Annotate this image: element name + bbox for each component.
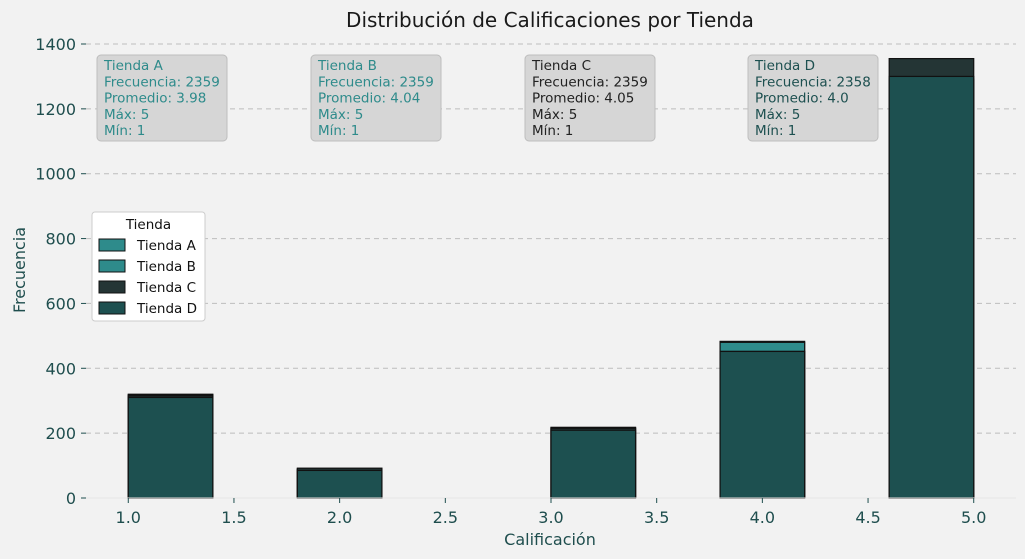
- y-tick-label: 800: [45, 230, 76, 249]
- y-axis-label: Frecuencia: [10, 227, 29, 313]
- bars: [127, 57, 975, 499]
- stat-line: Máx: 5: [755, 107, 800, 123]
- bar-tienda-d-bin-1: [127, 396, 214, 499]
- y-tick-label: 600: [45, 294, 76, 313]
- legend-swatch: [98, 259, 126, 273]
- legend-swatch: [98, 238, 126, 252]
- legend-swatch: [98, 301, 126, 315]
- stat-line: Mín: 1: [755, 123, 796, 139]
- x-tick-label: 4.0: [750, 508, 775, 527]
- stat-line: Frecuencia: 2359: [104, 74, 220, 90]
- legend-entry: Tienda B: [136, 259, 196, 275]
- chart-title: Distribución de Calificaciones por Tiend…: [346, 8, 754, 32]
- x-tick-label: 3.5: [644, 508, 669, 527]
- legend-entry: Tienda A: [136, 238, 197, 254]
- y-tick-label: 400: [45, 359, 76, 378]
- x-tick-label: 4.5: [855, 508, 880, 527]
- stat-line: Máx: 5: [532, 107, 577, 123]
- stat-line: Promedio: 4.05: [532, 91, 634, 107]
- stat-line: Frecuencia: 2359: [532, 74, 648, 90]
- stat-line: Promedio: 4.0: [755, 91, 849, 107]
- legend-entry: Tienda C: [136, 280, 196, 296]
- x-tick-label: 2.0: [327, 508, 352, 527]
- stat-line: Mín: 1: [532, 123, 573, 139]
- y-tick-label: 1400: [35, 35, 76, 54]
- stat-line: Frecuencia: 2358: [755, 74, 871, 90]
- stat-line: Tienda A: [103, 58, 164, 74]
- bar-tienda-d-bin-3: [550, 429, 637, 499]
- bar-tienda-d-bin-5: [888, 75, 975, 499]
- stat-line: Máx: 5: [318, 107, 363, 123]
- stat-line: Tienda C: [531, 58, 591, 74]
- legend-swatch: [98, 280, 126, 294]
- y-tick-label: 200: [45, 424, 76, 443]
- stat-line: Tienda B: [317, 58, 377, 74]
- stat-line: Máx: 5: [104, 107, 149, 123]
- x-tick-label: 1.0: [116, 508, 141, 527]
- stat-line: Mín: 1: [104, 123, 145, 139]
- stat-line: Promedio: 3.98: [104, 91, 206, 107]
- stat-box-bg: [310, 54, 442, 142]
- stat-box-bg: [747, 54, 879, 142]
- y-tick-label: 1000: [35, 165, 76, 184]
- stat-box-bg: [96, 54, 228, 142]
- bar-tienda-d-bin-2: [296, 469, 383, 499]
- legend-title: Tienda: [125, 217, 171, 233]
- legend-entry: Tienda D: [136, 301, 197, 317]
- stat-line: Promedio: 4.04: [318, 91, 420, 107]
- stat-line: Frecuencia: 2359: [318, 74, 434, 90]
- stat-line: Tienda D: [754, 58, 815, 74]
- legend: Tienda Tienda A Tienda B Tienda C Tienda D: [91, 211, 206, 322]
- stat-box-bg: [524, 54, 656, 142]
- axes: 0 200 400 600 800 1000 1200 1400 1.0 1.5 2.0 2.5 3.0…: [35, 35, 1016, 527]
- x-tick-label: 2.5: [433, 508, 458, 527]
- x-axis-label: Calificación: [504, 530, 596, 549]
- x-tick-label: 3.0: [538, 508, 563, 527]
- y-tick-label: 0: [66, 489, 76, 508]
- x-tick-label: 1.5: [221, 508, 246, 527]
- y-tick-label: 1200: [35, 100, 76, 119]
- bar-tienda-d-bin-4: [719, 350, 806, 499]
- stat-line: Mín: 1: [318, 123, 359, 139]
- x-tick-label: 5.0: [961, 508, 986, 527]
